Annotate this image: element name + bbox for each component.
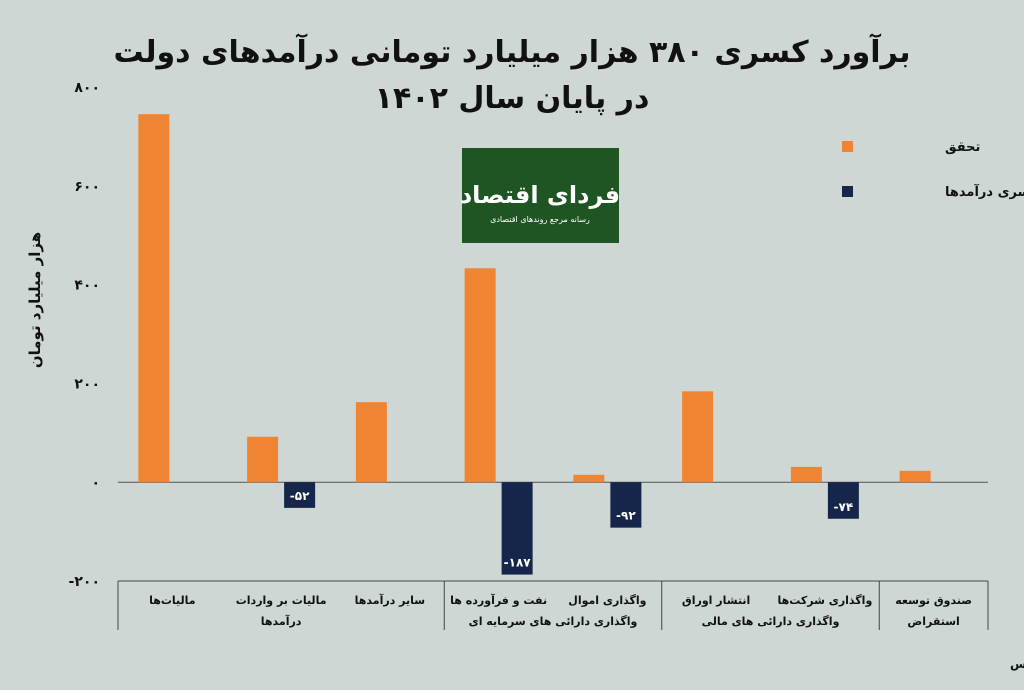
y-tick-label: -۲۰۰	[69, 574, 100, 590]
plot-area: -۵۲ -۱۸۷ -۹۲ -۷۴	[118, 114, 988, 575]
realized-bar	[247, 436, 279, 483]
legend: تحقق کسری درآمدها	[842, 140, 1024, 200]
logo-text: فردای اقتصاد	[460, 181, 620, 209]
realized-bar	[573, 474, 605, 483]
x-group-label: درآمدها	[261, 614, 302, 628]
x-category-label: انتشار اوراق	[682, 594, 750, 607]
x-category-label: واگذاری اموال	[568, 594, 646, 607]
legend-label: تحقق	[945, 140, 980, 155]
realized-bar	[138, 114, 170, 483]
realized-bar	[899, 470, 931, 483]
realized-bar	[682, 391, 714, 483]
logo-background	[462, 148, 619, 243]
y-tick-label: ۶۰۰	[74, 179, 100, 195]
x-category-label: صندوق توسعه	[895, 594, 972, 607]
deficit-bar	[827, 482, 859, 519]
logo-box: فردای اقتصاد رسانه مرجع روندهای اقتصادی	[460, 148, 620, 243]
y-tick-label: ۴۰۰	[74, 278, 100, 294]
legend-label: کسری درآمدها	[945, 183, 1024, 200]
deficit-data-label: -۱۸۷	[504, 556, 532, 570]
x-group-label: واگذاری دارائی های سرمایه ای	[469, 615, 638, 628]
realized-bar	[790, 466, 822, 483]
y-tick-label: ۸۰۰	[74, 80, 100, 96]
legend-swatch	[842, 186, 853, 197]
chart-title-line1: برآورد کسری ۳۸۰ هزار میلیارد تومانی درآم…	[114, 33, 911, 70]
deficit-data-label: -۷۴	[834, 500, 854, 514]
legend-swatch	[842, 141, 853, 152]
x-category-label: واگذاری شرکت‌ها	[777, 594, 872, 607]
logo-tagline: رسانه مرجع روندهای اقتصادی	[490, 215, 590, 224]
deficit-bar	[610, 482, 642, 528]
y-tick-label: ۰	[91, 475, 100, 491]
source-note: منبع: مرکز پژوهش‌های مجلس	[1010, 657, 1024, 672]
x-category-label-line2: استقراض	[907, 615, 959, 628]
deficit-bar	[284, 482, 316, 508]
deficit-bar	[501, 482, 533, 575]
deficit-data-label: -۵۲	[290, 489, 310, 503]
x-category-label: سایر درآمدها	[355, 593, 425, 607]
x-category-label: نفت و فرآورده ها	[450, 593, 547, 607]
realized-bar	[355, 402, 387, 483]
y-axis-label: هزار میلیارد تومان	[26, 232, 44, 368]
realized-bar	[464, 268, 496, 483]
x-group-label: واگذاری دارائی های مالی	[702, 615, 840, 628]
deficit-data-label: -۹۲	[616, 509, 636, 523]
y-tick-label: ۲۰۰	[74, 376, 100, 392]
chart-title-line2: در پایان سال ۱۴۰۲	[375, 81, 650, 116]
x-category-label: مالیات‌ها	[149, 594, 196, 607]
x-axis: مالیات‌ها مالیات بر واردات سایر درآمدها نفت…	[117, 580, 989, 630]
y-axis: ۸۰۰ ۶۰۰ ۴۰۰ ۲۰۰ ۰ -۲۰۰	[69, 80, 100, 590]
x-category-label: مالیات بر واردات	[236, 594, 327, 607]
